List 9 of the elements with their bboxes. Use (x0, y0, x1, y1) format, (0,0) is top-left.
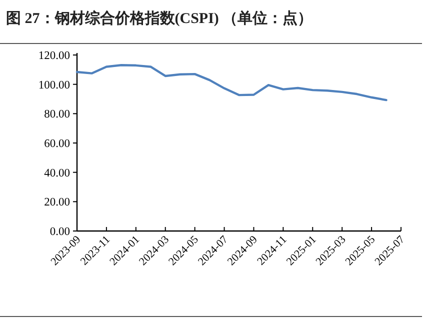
line-series (76, 64, 388, 102)
y-tick-label: 100.00 (38, 79, 70, 92)
y-tick-label: 80.00 (44, 108, 70, 121)
y-tick-label: 0.00 (50, 226, 70, 238)
y-tick-label: 60.00 (44, 138, 70, 150)
y-tick-label: 40.00 (44, 167, 70, 180)
y-tick-label: 20.00 (44, 196, 70, 209)
chart-title: 图 27：钢材综合价格指数(CSPI) （单位：点） (6, 10, 313, 27)
y-tick-label: 120.00 (38, 50, 70, 62)
